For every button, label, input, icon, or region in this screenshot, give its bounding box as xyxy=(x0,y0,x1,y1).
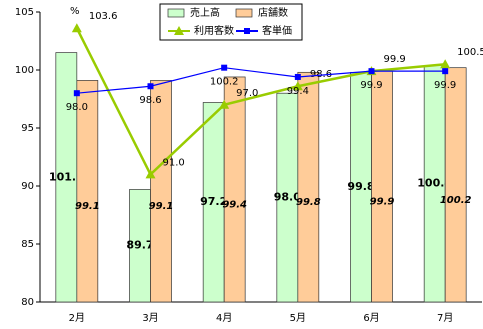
legend-label: 店舗数 xyxy=(258,6,288,19)
y-tick-label: 105 xyxy=(15,7,34,18)
point xyxy=(292,81,303,91)
legend-label: 利用客数 xyxy=(194,24,234,37)
y-tick-label: 90 xyxy=(21,181,34,192)
bar-value-label: 100.4 xyxy=(417,177,452,190)
x-tick-label: 2月 xyxy=(69,312,85,324)
legend-marker xyxy=(244,28,250,34)
bar-value-label: 97.2 xyxy=(200,195,227,208)
bar-value-label: 89.7 xyxy=(126,239,153,252)
bar-value-label: 100.2 xyxy=(440,195,472,206)
line-value-label: 98.0 xyxy=(66,102,88,113)
bar xyxy=(76,80,99,303)
bar-value-label: 99.4 xyxy=(222,199,247,210)
point xyxy=(221,64,228,71)
bar-value-label: 101.5 xyxy=(49,170,84,183)
y-tick-label: 85 xyxy=(21,239,34,250)
x-tick-label: 4月 xyxy=(216,312,232,324)
bar xyxy=(444,67,467,303)
legend-marker xyxy=(174,26,184,35)
line-value-label: 99.9 xyxy=(384,54,406,65)
line-value-label: 99.9 xyxy=(360,80,382,91)
line-value-label: 98.6 xyxy=(139,95,161,106)
line-value-label: 97.0 xyxy=(236,88,258,99)
bar-value-label: 99.1 xyxy=(149,201,174,212)
point xyxy=(368,68,375,75)
line-value-label: 99.4 xyxy=(287,86,309,97)
bar-value-label: 99.8 xyxy=(347,180,374,193)
line-value-label: 100.2 xyxy=(210,77,239,88)
x-tick-label: 7月 xyxy=(437,312,453,324)
unit-label: % xyxy=(70,6,80,17)
x-tick-label: 6月 xyxy=(363,312,379,324)
point xyxy=(73,90,80,97)
point xyxy=(71,23,82,33)
point xyxy=(145,169,156,179)
bar xyxy=(150,80,172,303)
line-value-label: 100.5 xyxy=(457,47,483,58)
legend: 売上高 店舗数 利用客数 客単価 xyxy=(159,3,303,41)
bar xyxy=(297,71,320,303)
y-tick-label: 100 xyxy=(15,65,34,76)
legend-label: 売上高 xyxy=(190,6,220,19)
y-tick-label: 80 xyxy=(21,297,34,308)
y-tick-label: 95 xyxy=(21,123,34,134)
legend-swatch xyxy=(167,8,185,18)
legend-swatch xyxy=(235,8,253,18)
line xyxy=(75,27,446,177)
legend-label: 客単価 xyxy=(262,24,292,37)
bar-value-label: 99.9 xyxy=(370,197,395,208)
line-value-label: 91.0 xyxy=(163,157,185,168)
line xyxy=(76,67,446,94)
point xyxy=(147,83,154,90)
x-tick-label: 3月 xyxy=(142,312,158,324)
line-value-label: 103.6 xyxy=(89,11,118,22)
bar xyxy=(223,76,246,303)
point xyxy=(294,73,301,80)
bar-value-label: 99.1 xyxy=(75,201,100,212)
line-value-label: 99.9 xyxy=(434,80,456,91)
point xyxy=(440,59,451,69)
bar-value-label: 98.0 xyxy=(274,191,301,204)
point xyxy=(219,99,230,109)
x-tick-label: 5月 xyxy=(290,312,306,324)
point xyxy=(442,68,449,75)
bar-value-label: 99.8 xyxy=(296,197,321,208)
bar xyxy=(371,70,393,303)
